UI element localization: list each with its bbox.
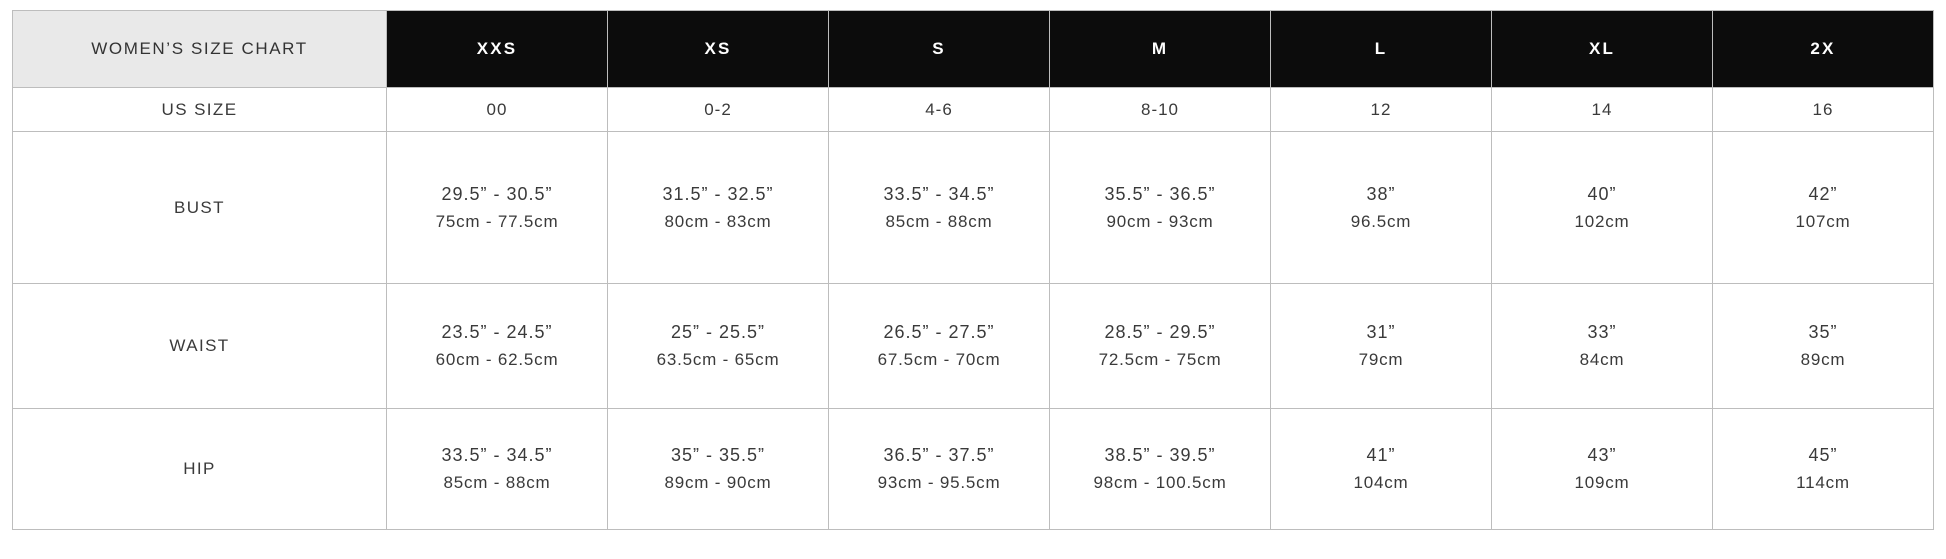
bust-cell-m: 35.5” - 36.5” 90cm - 93cm (1050, 132, 1270, 283)
hip-cell-2x: 45” 114cm (1713, 409, 1933, 529)
hip-l-inches: 41” (1366, 445, 1396, 465)
womens-size-chart-table: WOMEN’S SIZE CHART XXS XS S M L XL 2X US… (12, 10, 1934, 530)
hip-l-cm: 104cm (1353, 473, 1409, 492)
bust-xl-cm: 102cm (1574, 211, 1630, 231)
us-size-xl: 14 (1492, 88, 1712, 131)
hip-xs-inches: 35” - 35.5” (670, 445, 766, 465)
bust-xxs-cm: 75cm - 77.5cm (435, 211, 559, 231)
waist-cell-xs: 25” - 25.5” 63.5cm - 65cm (608, 284, 828, 408)
size-header-l: L (1271, 11, 1491, 87)
waist-l-cm: 79cm (1358, 350, 1404, 369)
waist-cell-xl: 33” 84cm (1492, 284, 1712, 408)
waist-s-cm: 67.5cm - 70cm (877, 350, 1001, 369)
us-size-l: 12 (1271, 88, 1491, 131)
bust-cell-2x: 42” 107cm (1713, 132, 1933, 283)
hip-2x-cm: 114cm (1796, 473, 1850, 492)
us-size-2x: 16 (1713, 88, 1933, 131)
bust-cell-s: 33.5” - 34.5” 85cm - 88cm (829, 132, 1049, 283)
size-header-s: S (829, 11, 1049, 87)
hip-cell-m: 38.5” - 39.5” 98cm - 100.5cm (1050, 409, 1270, 529)
bust-xl-inches: 40” (1587, 183, 1617, 204)
us-size-xxs: 00 (387, 88, 607, 131)
waist-xl-cm: 84cm (1579, 350, 1625, 369)
hip-cell-xxs: 33.5” - 34.5” 85cm - 88cm (387, 409, 607, 529)
waist-s-inches: 26.5” - 27.5” (883, 322, 995, 342)
bust-l-cm: 96.5cm (1350, 211, 1412, 231)
bust-xxs-inches: 29.5” - 30.5” (441, 183, 553, 204)
bust-cell-l: 38” 96.5cm (1271, 132, 1491, 283)
hip-xl-inches: 43” (1587, 445, 1617, 465)
bust-xs-cm: 80cm - 83cm (664, 211, 772, 231)
row-label-hip: HIP (13, 409, 386, 529)
waist-l-inches: 31” (1366, 322, 1396, 342)
waist-xs-cm: 63.5cm - 65cm (656, 350, 780, 369)
hip-xxs-inches: 33.5” - 34.5” (441, 445, 553, 465)
hip-m-inches: 38.5” - 39.5” (1104, 445, 1216, 465)
row-label-us-size: US SIZE (13, 88, 386, 131)
waist-2x-cm: 89cm (1800, 350, 1846, 369)
hip-m-cm: 98cm - 100.5cm (1093, 473, 1227, 492)
bust-2x-cm: 107cm (1795, 211, 1851, 231)
chart-title-cell: WOMEN’S SIZE CHART (13, 11, 386, 87)
hip-cell-l: 41” 104cm (1271, 409, 1491, 529)
size-header-xxs: XXS (387, 11, 607, 87)
hip-cell-xl: 43” 109cm (1492, 409, 1712, 529)
hip-cell-xs: 35” - 35.5” 89cm - 90cm (608, 409, 828, 529)
row-label-waist: WAIST (13, 284, 386, 408)
bust-l-inches: 38” (1366, 183, 1396, 204)
bust-2x-inches: 42” (1808, 183, 1838, 204)
chart-title: WOMEN’S SIZE CHART (91, 39, 308, 58)
hip-s-inches: 36.5” - 37.5” (883, 445, 995, 465)
bust-xs-inches: 31.5” - 32.5” (662, 183, 774, 204)
waist-cell-xxs: 23.5” - 24.5” 60cm - 62.5cm (387, 284, 607, 408)
row-label-bust: BUST (13, 132, 386, 283)
hip-2x-inches: 45” (1808, 445, 1838, 465)
waist-xxs-cm: 60cm - 62.5cm (435, 350, 559, 369)
waist-cell-s: 26.5” - 27.5” 67.5cm - 70cm (829, 284, 1049, 408)
hip-xs-cm: 89cm - 90cm (664, 473, 772, 492)
bust-cell-xl: 40” 102cm (1492, 132, 1712, 283)
bust-s-inches: 33.5” - 34.5” (883, 183, 995, 204)
waist-2x-inches: 35” (1808, 322, 1838, 342)
waist-xxs-inches: 23.5” - 24.5” (441, 322, 553, 342)
hip-s-cm: 93cm - 95.5cm (877, 473, 1001, 492)
waist-m-inches: 28.5” - 29.5” (1104, 322, 1216, 342)
us-size-m: 8-10 (1050, 88, 1270, 131)
us-size-xs: 0-2 (608, 88, 828, 131)
size-header-m: M (1050, 11, 1270, 87)
us-size-s: 4-6 (829, 88, 1049, 131)
size-header-2x: 2X (1713, 11, 1933, 87)
bust-s-cm: 85cm - 88cm (885, 211, 993, 231)
hip-cell-s: 36.5” - 37.5” 93cm - 95.5cm (829, 409, 1049, 529)
size-header-xl: XL (1492, 11, 1712, 87)
bust-m-cm: 90cm - 93cm (1106, 211, 1214, 231)
size-header-xs: XS (608, 11, 828, 87)
waist-xs-inches: 25” - 25.5” (670, 322, 766, 342)
waist-m-cm: 72.5cm - 75cm (1098, 350, 1222, 369)
bust-cell-xxs: 29.5” - 30.5” 75cm - 77.5cm (387, 132, 607, 283)
hip-xxs-cm: 85cm - 88cm (443, 473, 551, 492)
waist-cell-m: 28.5” - 29.5” 72.5cm - 75cm (1050, 284, 1270, 408)
hip-xl-cm: 109cm (1574, 473, 1630, 492)
waist-cell-2x: 35” 89cm (1713, 284, 1933, 408)
waist-cell-l: 31” 79cm (1271, 284, 1491, 408)
bust-cell-xs: 31.5” - 32.5” 80cm - 83cm (608, 132, 828, 283)
bust-m-inches: 35.5” - 36.5” (1104, 183, 1216, 204)
waist-xl-inches: 33” (1587, 322, 1617, 342)
